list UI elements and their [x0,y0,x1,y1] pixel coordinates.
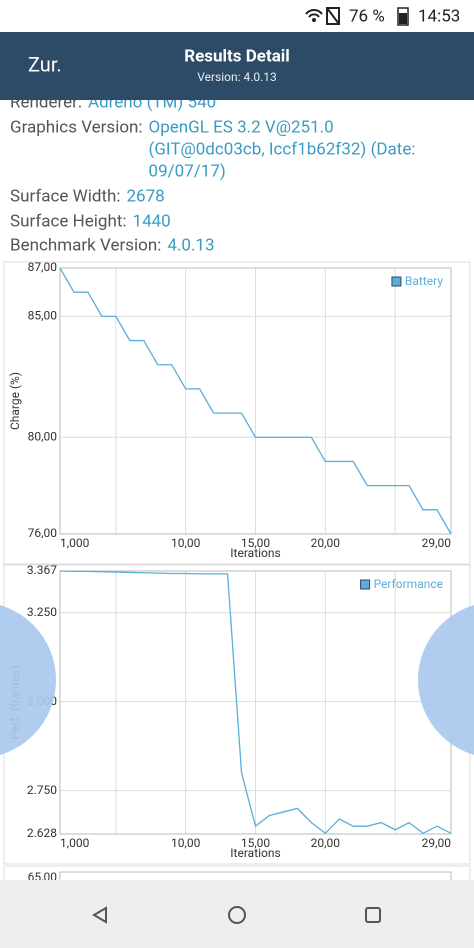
battery-icon [397,7,409,26]
info-value: OpenGL ES 3.2 V@251.0 [149,117,334,137]
info-label: Surface Width: [10,186,120,206]
x-axis-label: Iterations [230,546,280,560]
plot-frame [59,267,452,535]
header-title: Results Detail [184,46,290,66]
y-tick-label: 76,00 [28,526,58,540]
x-axis-label: Iterations [230,846,280,860]
x-tick-label: 29,00 [422,536,452,550]
back-button[interactable]: Zur. [28,52,62,76]
info-value: (GIT@0dc03cb, Iccf1b62f32) (Date: [149,139,416,159]
battery-percent: 76 % [349,6,385,26]
overlay-circle [418,605,474,755]
nav-back[interactable] [92,906,107,924]
legend-label: Performance [374,577,443,591]
nav-recent[interactable] [365,907,381,923]
y-tick-label: 2.628 [27,826,57,840]
x-tick-label: 20,00 [311,836,341,850]
nav-bar [0,880,474,948]
nfc-icon [326,7,340,25]
legend-swatch [391,276,402,287]
wifi-dot [312,18,316,22]
x-tick-label: 15,00 [241,836,271,850]
info-value: 09/07/17) [149,161,226,181]
info-value: 1440 [133,211,171,231]
info-label: Graphics Version: [10,117,143,137]
y-tick-label: 87,00 [28,260,58,274]
legend-swatch [360,579,371,590]
battery-level [399,13,407,24]
x-tick-label: 20,00 [311,536,341,550]
app-header [0,32,474,100]
info-label: Benchmark Version: [10,235,161,255]
nav-home[interactable] [228,906,246,924]
overlay-circle [0,605,56,755]
info-value: 4.0.13 [167,235,214,255]
status-bar [0,0,474,32]
y-tick-label: 2.750 [27,783,57,797]
x-tick-label: 29,00 [422,836,452,850]
x-tick-label: 10,00 [171,536,201,550]
wifi-icon [305,9,323,18]
y-axis-label: Charge (%) [8,372,22,430]
data-line [59,267,452,535]
info-label: Surface Height: [10,211,127,231]
chart-panel [3,564,471,865]
data-line [59,570,452,835]
clock: 14:53 [418,6,460,26]
x-tick-label: 1,000 [60,536,90,550]
header-version: Version: 4.0.13 [197,70,277,84]
info-value: 2678 [126,186,164,206]
y-tick-label: 85,00 [28,309,58,323]
x-tick-label: 15,00 [241,536,271,550]
legend-label: Battery [405,274,443,288]
y-tick-label: 3.367 [27,563,57,577]
y-tick-label: 80,00 [28,429,58,443]
y-tick-label: 3.250 [27,605,57,619]
x-tick-label: 10,00 [171,836,201,850]
x-tick-label: 1,000 [60,836,90,850]
